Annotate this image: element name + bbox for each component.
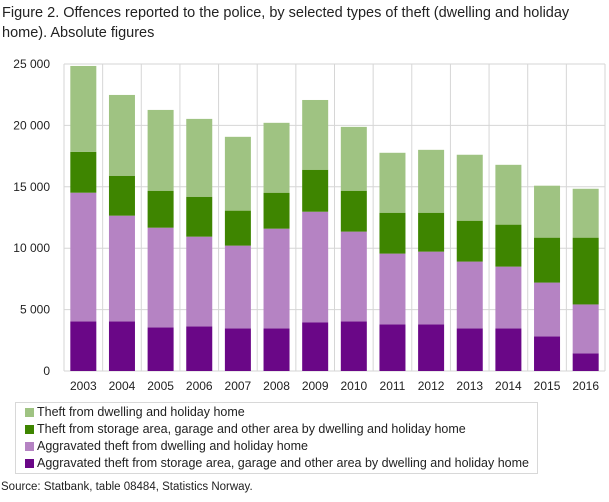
chart: 0 5 000 10 000 15 000 20 000 25 000 2003 2004 20…	[13, 57, 606, 393]
bar-segment-2006-series-1	[186, 236, 213, 327]
bar-segment-2011-series-3	[379, 152, 406, 213]
bar-segment-2012-series-2	[418, 212, 445, 252]
bar-segment-2012-series-3	[418, 149, 445, 213]
bar-segment-2007-series-1	[224, 245, 251, 329]
bar-segment-2016-series-1	[572, 304, 599, 354]
x-tick-label: 2007	[225, 379, 252, 393]
y-tick-label: 25 000	[13, 57, 50, 71]
y-tick-label: 20 000	[13, 118, 50, 132]
source-note: Source: Statbank, table 08484, Statistic…	[1, 481, 253, 493]
bar-segment-2014-series-3	[495, 164, 522, 225]
x-tick-label: 2013	[456, 379, 483, 393]
bar-segment-2004-series-3	[108, 94, 135, 176]
x-tick-label: 2015	[534, 379, 561, 393]
y-tick-label: 5 000	[20, 303, 50, 317]
bar-segment-2009-series-0	[302, 322, 329, 371]
bar-segment-2014-series-1	[495, 266, 522, 329]
legend-item: Aggravated theft from storage area, gara…	[25, 455, 529, 472]
bar-segment-2003-series-2	[70, 151, 97, 193]
legend-label: Aggravated theft from storage area, gara…	[37, 456, 529, 470]
legend: Theft from dwelling and holiday home Thef…	[15, 402, 538, 474]
bar-segment-2013-series-0	[456, 328, 483, 371]
x-tick-label: 2010	[340, 379, 367, 393]
legend-swatch	[25, 459, 34, 468]
bar-segment-2004-series-2	[108, 175, 135, 216]
x-tick-label: 2011	[380, 379, 406, 393]
bar-segment-2015-series-3	[534, 185, 561, 238]
legend-item: Theft from storage area, garage and othe…	[25, 421, 529, 438]
bar-segment-2010-series-3	[340, 126, 367, 191]
bar-segment-2014-series-0	[495, 328, 522, 371]
bar-segment-2008-series-2	[263, 192, 290, 229]
bar-segment-2005-series-3	[147, 109, 174, 191]
bar-segment-2008-series-0	[263, 328, 290, 371]
y-tick-label: 0	[43, 364, 50, 378]
legend-label: Theft from storage area, garage and othe…	[37, 422, 466, 436]
x-tick-label: 2016	[572, 379, 599, 393]
x-tick-label: 2014	[495, 379, 522, 393]
legend-item: Aggravated theft from dwelling and holid…	[25, 438, 529, 455]
legend-item: Theft from dwelling and holiday home	[25, 404, 529, 421]
bar-segment-2016-series-3	[572, 188, 599, 238]
bar-segment-2015-series-2	[534, 237, 561, 283]
y-tick-label: 10 000	[13, 241, 50, 255]
x-tick-label: 2008	[263, 379, 290, 393]
bar-segment-2003-series-3	[70, 65, 97, 152]
bar-segment-2006-series-2	[186, 196, 213, 237]
bar-segment-2003-series-0	[70, 321, 97, 371]
bar-segment-2009-series-1	[302, 211, 329, 323]
bar-segment-2004-series-1	[108, 215, 135, 322]
bar-segment-2008-series-3	[263, 122, 290, 193]
x-tick-label: 2003	[70, 379, 97, 393]
bar-segment-2009-series-2	[302, 169, 329, 212]
bar-segment-2011-series-2	[379, 212, 406, 254]
chart-footer: Theft from dwelling and holiday home Thef…	[0, 402, 609, 494]
bar-segment-2013-series-1	[456, 261, 483, 329]
bar-segment-2007-series-0	[224, 328, 251, 371]
bar-segment-2010-series-1	[340, 231, 367, 322]
bar-segment-2015-series-0	[534, 336, 561, 371]
legend-swatch	[25, 425, 34, 434]
bar-segment-2006-series-3	[186, 118, 213, 197]
bar-segment-2015-series-1	[534, 282, 561, 337]
bar-segment-2013-series-3	[456, 154, 483, 221]
bar-segment-2005-series-0	[147, 327, 174, 371]
chart-title: Figure 2. Offences reported to the polic…	[2, 5, 570, 41]
bar-segment-2007-series-3	[224, 136, 251, 211]
x-tick-label: 2004	[109, 379, 136, 393]
x-tick-label: 2012	[418, 379, 445, 393]
bar-segment-2010-series-0	[340, 321, 367, 371]
y-tick-label: 15 000	[13, 180, 50, 194]
bar-segment-2016-series-2	[572, 237, 599, 305]
bar-segment-2014-series-2	[495, 224, 522, 267]
legend-label: Theft from dwelling and holiday home	[37, 405, 245, 419]
bar-segment-2012-series-1	[418, 251, 445, 325]
bar-segment-2011-series-0	[379, 324, 406, 371]
bar-segment-2012-series-0	[418, 324, 445, 371]
bar-segment-2010-series-2	[340, 190, 367, 232]
bar-segment-2003-series-1	[70, 192, 97, 322]
bar-segment-2013-series-2	[456, 220, 483, 262]
bar-segment-2008-series-1	[263, 228, 290, 329]
bar-segment-2004-series-0	[108, 321, 135, 371]
bar-segment-2007-series-2	[224, 210, 251, 246]
x-tick-label: 2005	[147, 379, 174, 393]
x-tick-label: 2009	[302, 379, 329, 393]
legend-label: Aggravated theft from dwelling and holid…	[37, 439, 308, 453]
bar-segment-2009-series-3	[302, 99, 329, 170]
bar-segment-2005-series-2	[147, 190, 174, 228]
bar-segment-2006-series-0	[186, 326, 213, 371]
x-tick-label: 2006	[186, 379, 213, 393]
bar-segment-2005-series-1	[147, 227, 174, 328]
bar-segment-2016-series-0	[572, 353, 599, 371]
bar-segment-2011-series-1	[379, 253, 406, 325]
legend-swatch	[25, 408, 34, 417]
legend-swatch	[25, 442, 34, 451]
